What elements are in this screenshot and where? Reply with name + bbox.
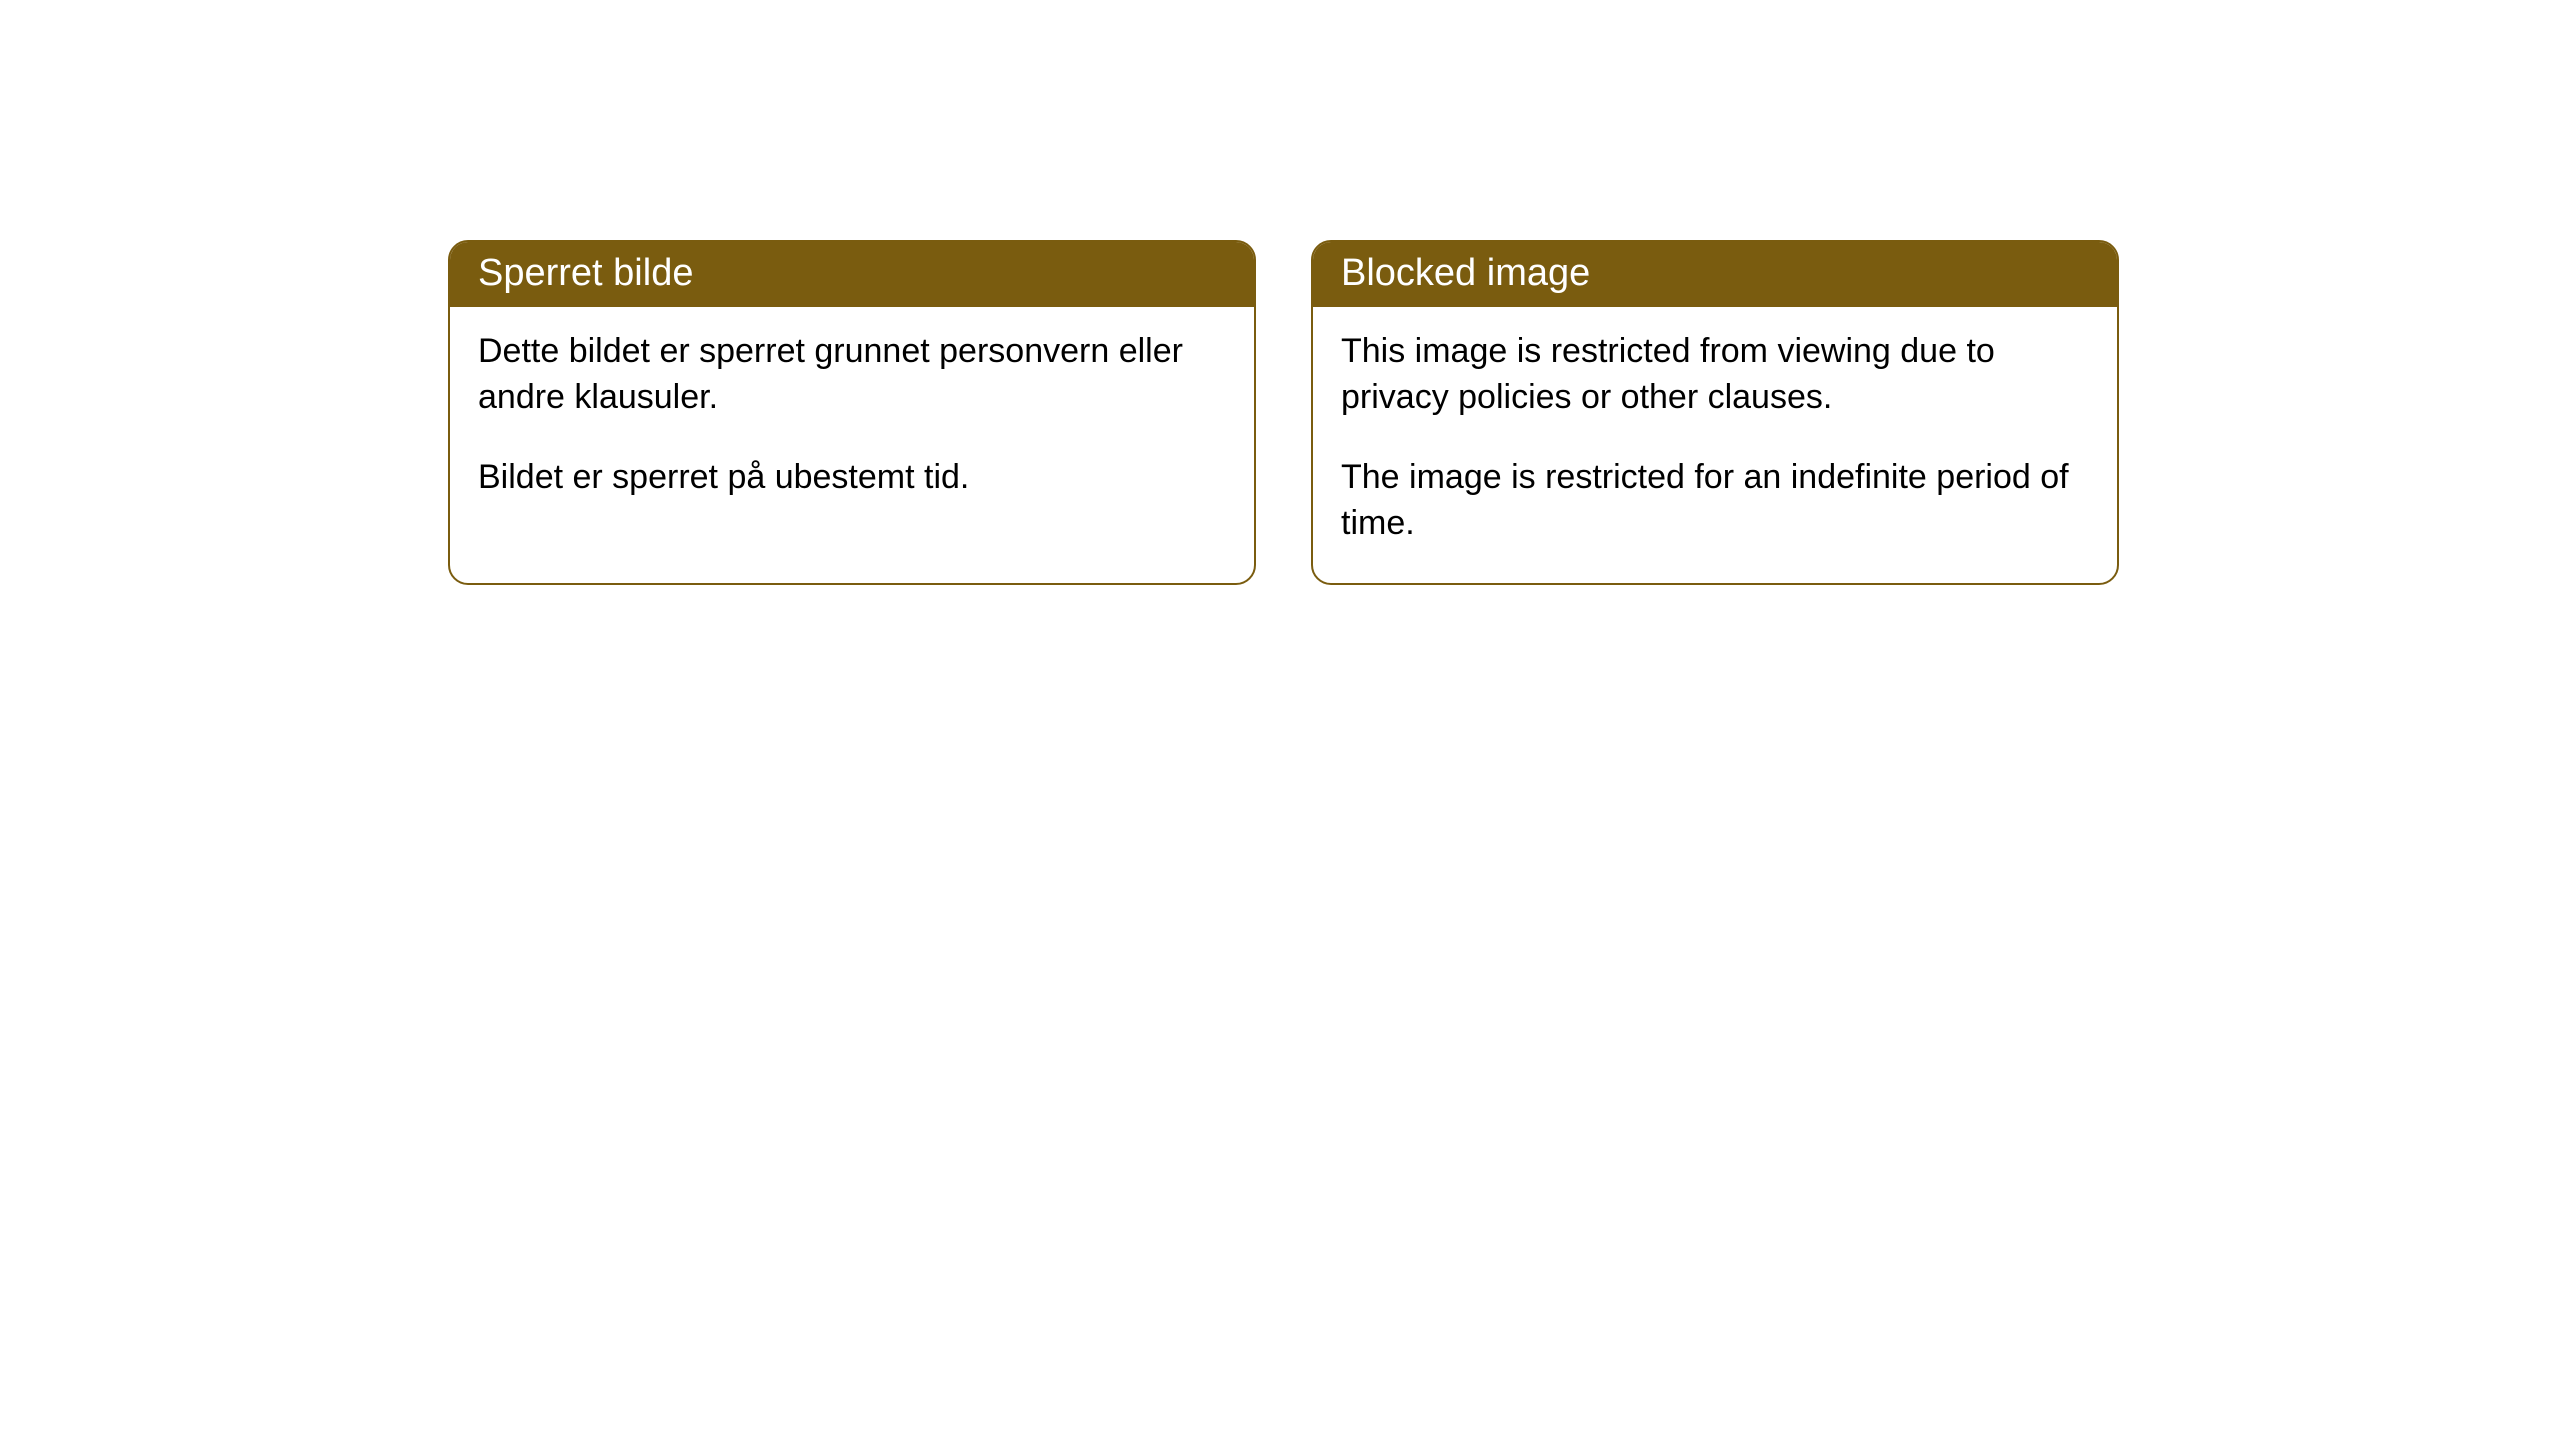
card-header: Blocked image: [1313, 242, 2117, 307]
card-header: Sperret bilde: [450, 242, 1254, 307]
card-paragraph: Dette bildet er sperret grunnet personve…: [478, 329, 1226, 421]
card-paragraph: This image is restricted from viewing du…: [1341, 329, 2089, 421]
card-body: This image is restricted from viewing du…: [1313, 307, 2117, 583]
blocked-image-card-no: Sperret bilde Dette bildet er sperret gr…: [448, 240, 1256, 585]
blocked-image-card-en: Blocked image This image is restricted f…: [1311, 240, 2119, 585]
card-paragraph: Bildet er sperret på ubestemt tid.: [478, 455, 1226, 501]
card-body: Dette bildet er sperret grunnet personve…: [450, 307, 1254, 537]
card-paragraph: The image is restricted for an indefinit…: [1341, 455, 2089, 547]
cards-container: Sperret bilde Dette bildet er sperret gr…: [0, 0, 2560, 585]
